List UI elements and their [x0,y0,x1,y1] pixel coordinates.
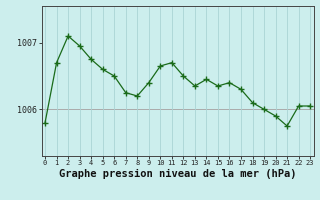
X-axis label: Graphe pression niveau de la mer (hPa): Graphe pression niveau de la mer (hPa) [59,169,296,179]
